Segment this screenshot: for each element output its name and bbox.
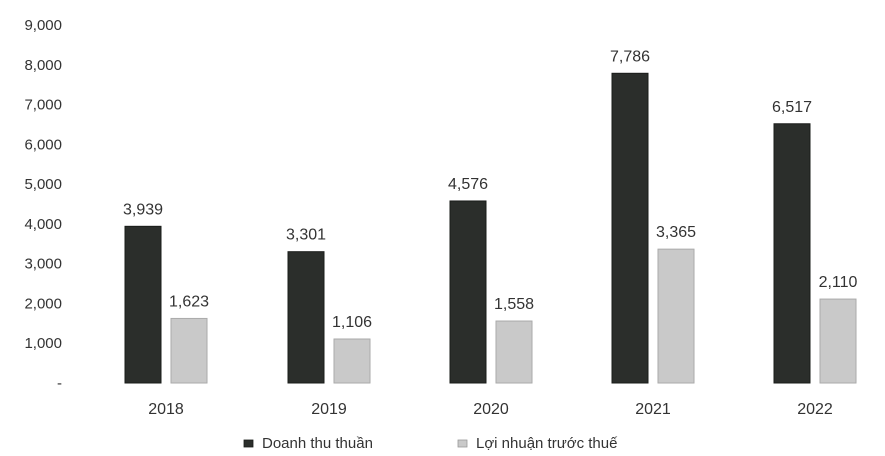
bar-loi-nhuan-truoc-thue [170,317,208,384]
bar-doanh-thu-thuan [773,123,811,384]
y-tick-label: 9,000 [24,17,62,34]
bar-doanh-thu-thuan [124,225,162,384]
x-category-label: 2019 [311,401,347,418]
y-tick-label: 8,000 [24,57,62,74]
legend-swatch [243,439,254,448]
legend-label: Lợi nhuận trước thuế [476,435,618,452]
bar-loi-nhuan-truoc-thue [495,320,533,384]
legend: Doanh thu thuần Lợi nhuận trước thuế [243,435,618,452]
bar-loi-nhuan-truoc-thue [819,298,857,384]
data-label: 3,365 [656,224,696,241]
x-category-label: 2022 [797,401,833,418]
y-tick-label: 7,000 [24,97,62,114]
x-category-label: 2021 [635,401,671,418]
data-label: 1,106 [332,314,372,331]
data-label: 3,939 [123,201,163,218]
bar-loi-nhuan-truoc-thue [333,338,371,384]
y-tick-label: 5,000 [24,176,62,193]
bars [124,72,857,384]
data-label: 7,786 [610,48,650,65]
data-label: 3,301 [286,227,326,244]
data-labels: 3,939 1,623 3,301 1,106 4,576 1,558 7,786 3,365… [123,48,858,331]
bar-doanh-thu-thuan [287,251,325,384]
bar-doanh-thu-thuan [611,72,649,384]
y-tick-label: 6,000 [24,136,62,153]
x-axis: 2018 2019 2020 2021 2022 [148,401,833,418]
x-category-label: 2018 [148,401,184,418]
bar-doanh-thu-thuan [449,200,487,384]
bar-loi-nhuan-truoc-thue [657,248,695,384]
x-category-label: 2020 [473,401,509,418]
data-label: 1,623 [169,293,209,310]
y-tick-label: 4,000 [24,216,62,233]
legend-label: Doanh thu thuần [262,435,373,452]
y-tick-label: - [57,375,62,392]
y-tick-label: 2,000 [24,295,62,312]
data-label: 4,576 [448,176,488,193]
data-label: 1,558 [494,296,534,313]
y-tick-label: 3,000 [24,256,62,273]
legend-swatch [457,439,468,448]
data-label: 2,110 [819,274,858,291]
y-axis: - 1,000 2,000 3,000 4,000 5,000 6,000 7,000 8,00… [24,17,62,392]
data-label: 6,517 [772,99,812,116]
y-tick-label: 1,000 [24,335,62,352]
